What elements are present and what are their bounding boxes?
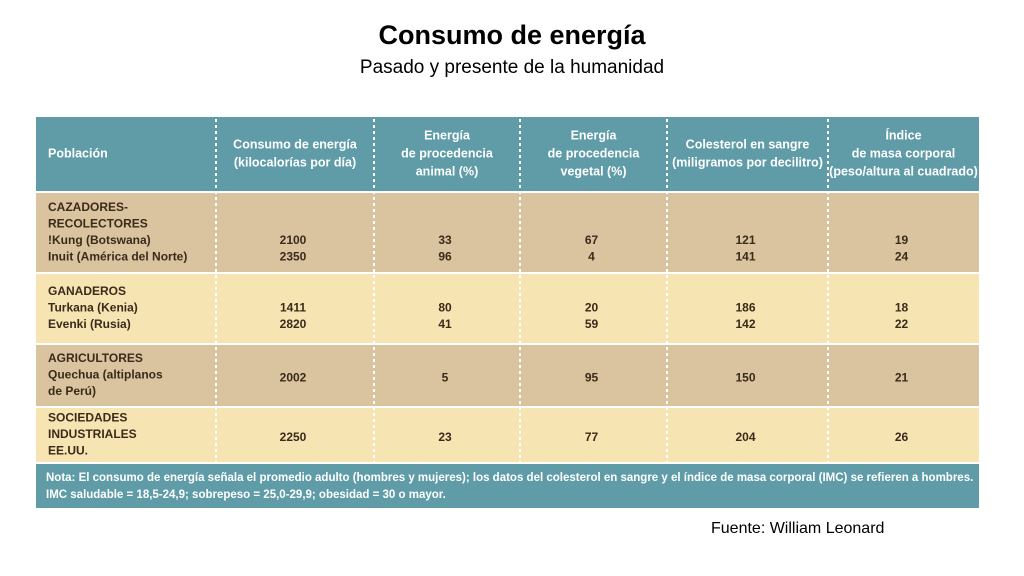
cell-value: 121 xyxy=(735,233,755,247)
population-name: !Kung (Botswana) xyxy=(48,233,151,247)
column-header: de masa corporal xyxy=(852,146,956,160)
cell-value: 21 xyxy=(895,371,909,385)
cell-value: 80 xyxy=(438,301,452,315)
group-label: RECOLECTORES xyxy=(48,216,148,230)
column-header: vegetal (%) xyxy=(561,164,627,178)
cell-value: 20 xyxy=(585,301,599,315)
cell-value: 24 xyxy=(895,249,909,263)
column-header: (miligramos por decilitro) xyxy=(672,155,823,169)
note: IMC saludable = 18,5-24,9; sobrepeso = 2… xyxy=(46,489,446,501)
cell-value: 142 xyxy=(735,317,755,331)
source: Fuente: William Leonard xyxy=(711,520,884,537)
cell-value: 5 xyxy=(442,371,449,385)
column-header: Colesterol en sangre xyxy=(686,137,810,151)
group-label: GANADEROS xyxy=(48,284,126,298)
subtitle: Pasado y presente de la humanidad xyxy=(360,57,664,78)
column-header: Consumo de energía xyxy=(233,137,358,151)
group-label: SOCIEDADES xyxy=(48,411,127,425)
cell-value: 2820 xyxy=(280,317,307,331)
cell-value: 2100 xyxy=(280,233,307,247)
cell-value: 95 xyxy=(585,371,599,385)
cell-value: 2250 xyxy=(280,430,307,444)
population-name: EE.UU. xyxy=(48,444,88,458)
cell-value: 19 xyxy=(895,233,909,247)
cell-value: 18 xyxy=(895,301,909,315)
header-band xyxy=(36,117,979,191)
cell-value: 2350 xyxy=(280,249,307,263)
cell-value: 4 xyxy=(588,249,595,263)
cell-value: 141 xyxy=(735,249,755,263)
group-label: CAZADORES- xyxy=(48,200,128,214)
population-name: de Perú) xyxy=(48,384,96,398)
column-header: (peso/altura al cuadrado) xyxy=(829,164,978,178)
column-header: de procedencia xyxy=(401,146,494,160)
group-band xyxy=(36,193,979,272)
population-name: Evenki (Rusia) xyxy=(48,317,131,331)
population-name: Inuit (América del Norte) xyxy=(48,249,187,263)
cell-value: 67 xyxy=(585,233,599,247)
column-header: animal (%) xyxy=(416,164,479,178)
cell-value: 186 xyxy=(735,301,755,315)
group-band xyxy=(36,274,979,343)
cell-value: 33 xyxy=(438,233,452,247)
cell-value: 96 xyxy=(438,249,452,263)
note-band xyxy=(36,464,979,508)
group-label: INDUSTRIALES xyxy=(48,427,137,441)
cell-value: 23 xyxy=(438,430,452,444)
title: Consumo de energía xyxy=(378,20,646,50)
group-label: AGRICULTORES xyxy=(48,351,143,365)
column-header: Población xyxy=(48,146,108,160)
population-name: Turkana (Kenia) xyxy=(48,301,138,315)
cell-value: 22 xyxy=(895,317,909,331)
column-header: de procedencia xyxy=(548,146,641,160)
column-header: Índice xyxy=(885,127,921,142)
column-header: Energía xyxy=(571,128,618,142)
cell-value: 41 xyxy=(438,317,452,331)
cell-value: 26 xyxy=(895,430,909,444)
table: Población Consumo de energía (kilocalorías… xyxy=(36,117,979,508)
population-name: Quechua (altiplanos xyxy=(48,368,163,382)
column-header: (kilocalorías por día) xyxy=(234,155,356,169)
column-header: Energía xyxy=(424,128,471,142)
note: Nota: El consumo de energía señala el pr… xyxy=(46,472,973,484)
cell-value: 1411 xyxy=(280,301,306,315)
cell-value: 2002 xyxy=(280,371,307,385)
cell-value: 59 xyxy=(585,317,599,331)
group-band xyxy=(36,345,979,406)
cell-value: 204 xyxy=(735,430,755,444)
group-band xyxy=(36,408,979,462)
cell-value: 77 xyxy=(585,430,599,444)
cell-value: 150 xyxy=(735,371,755,385)
